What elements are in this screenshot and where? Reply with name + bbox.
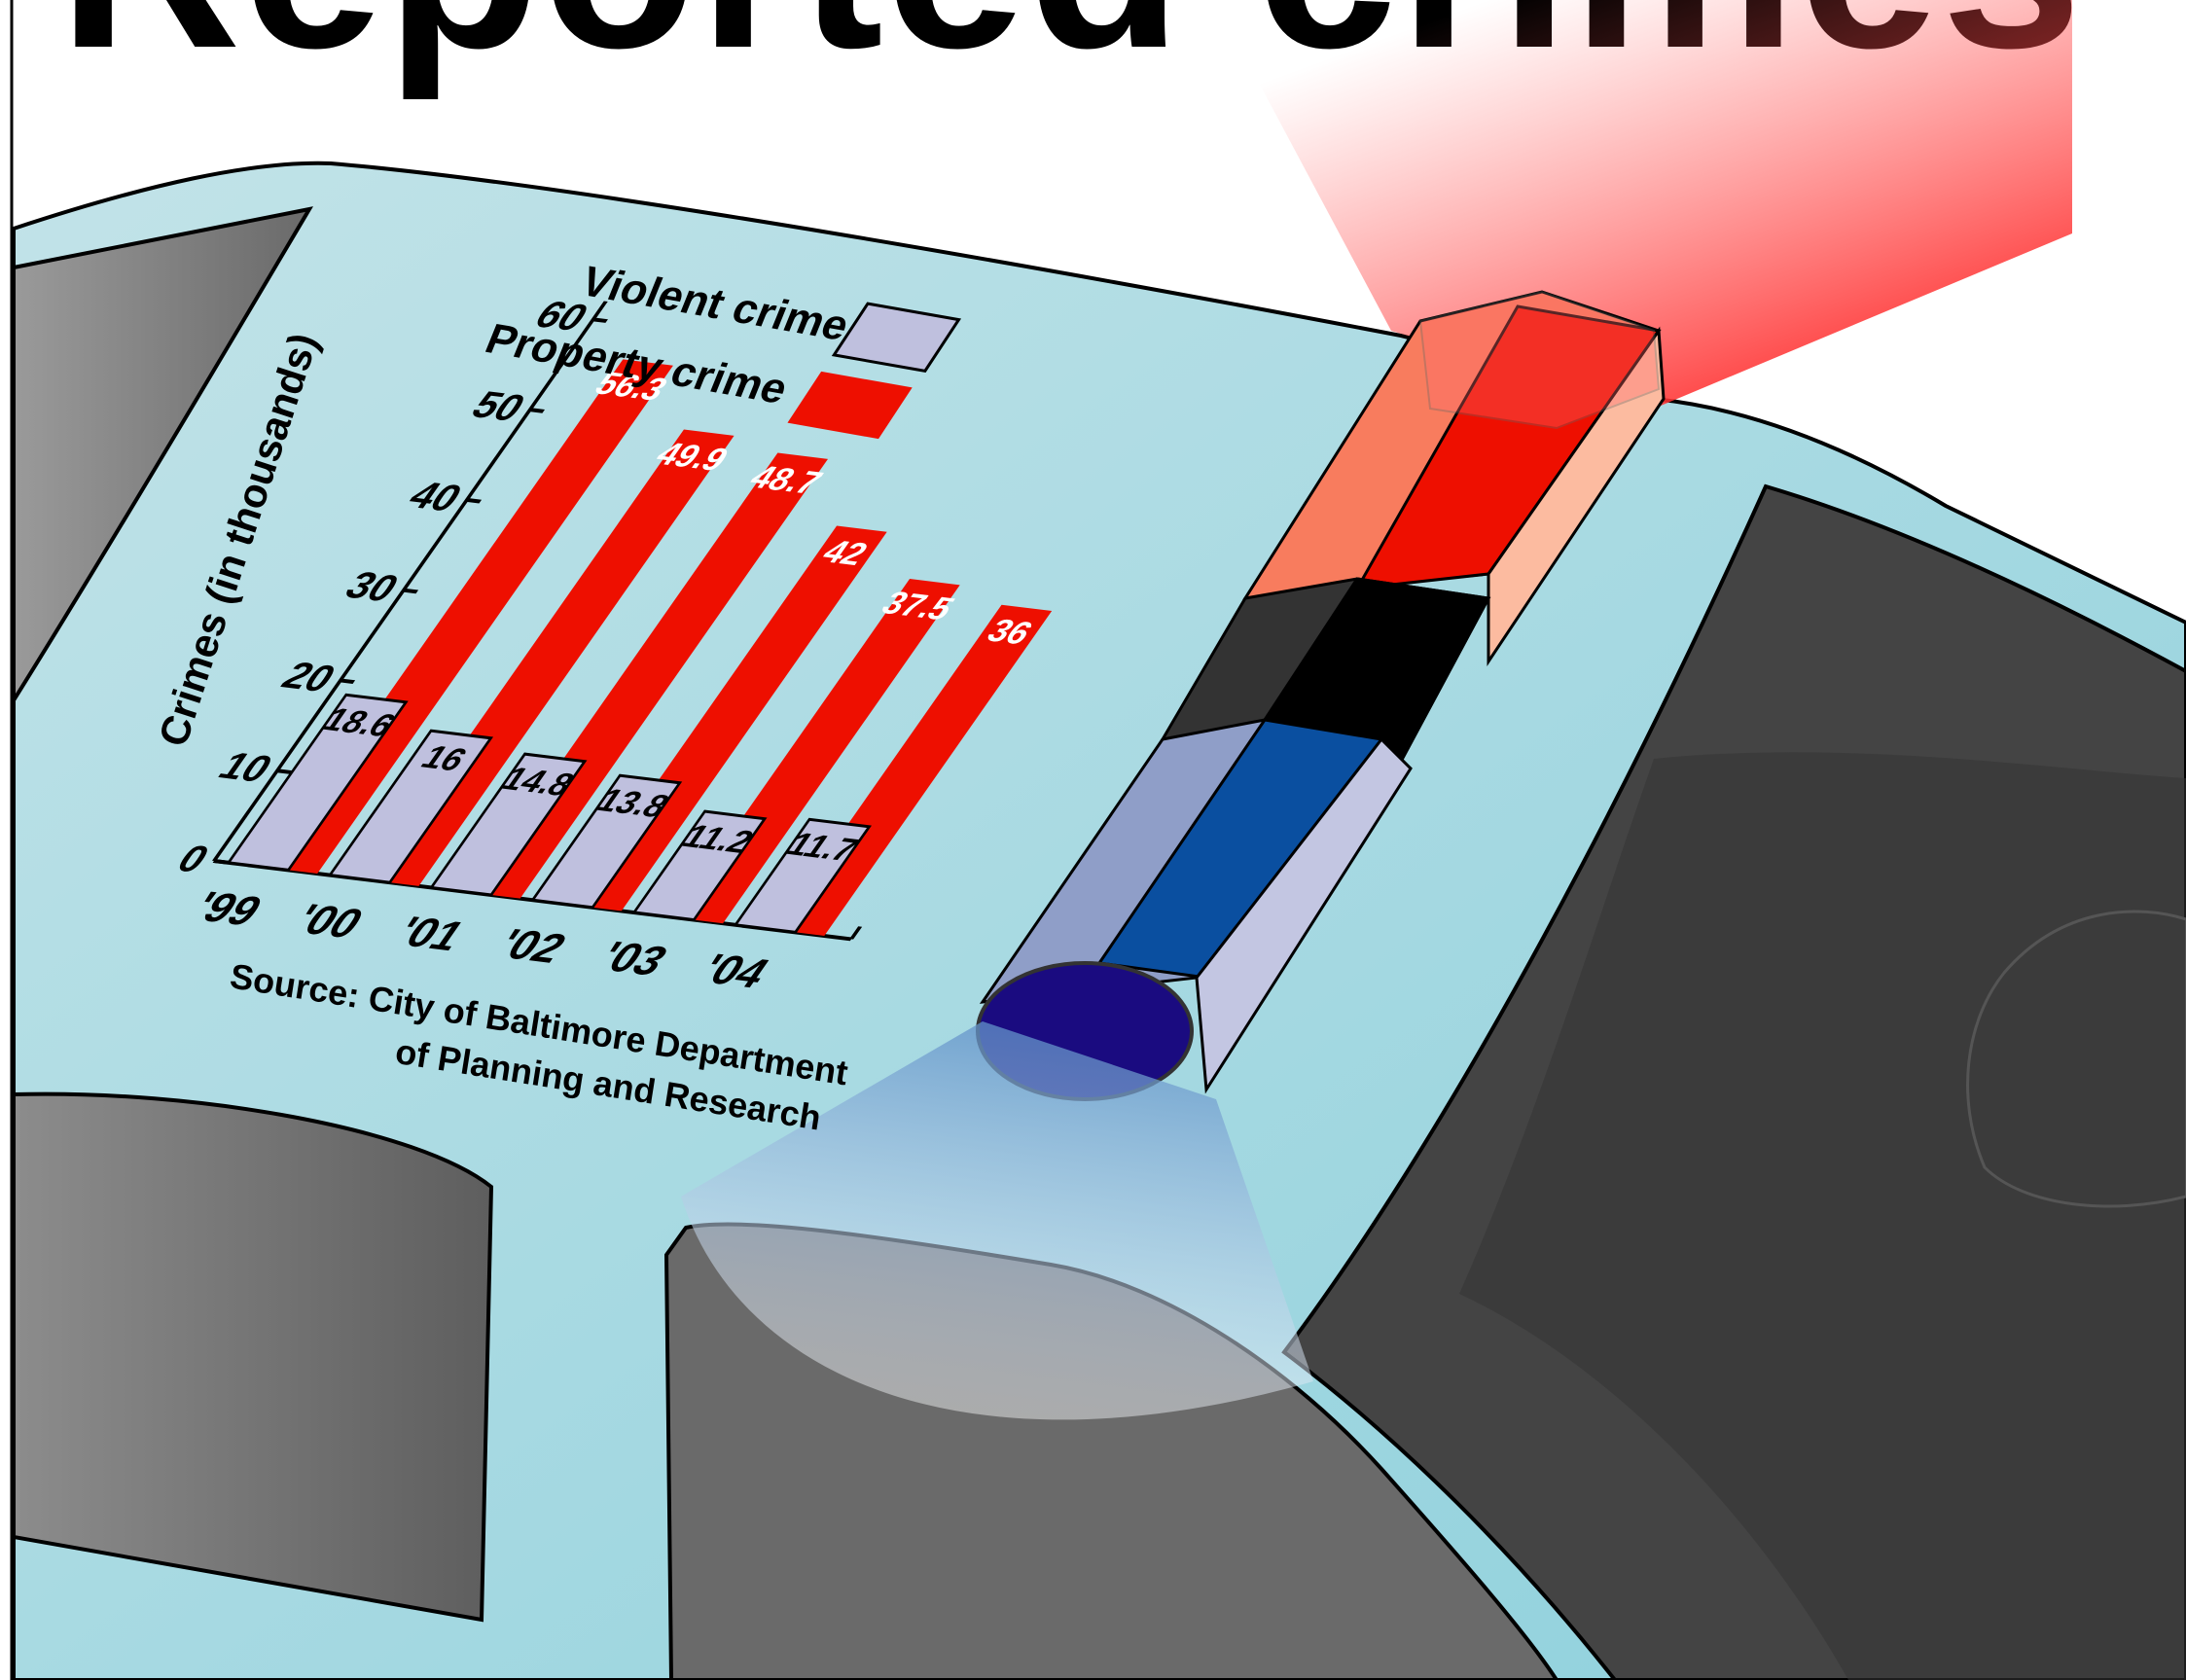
y-tick-mark bbox=[212, 859, 230, 865]
bar-violent-crime bbox=[631, 809, 768, 922]
legend-swatch-violent bbox=[831, 302, 962, 374]
light-bar bbox=[976, 290, 1666, 1101]
legend-swatch-property bbox=[787, 371, 913, 440]
windshield-headrest bbox=[1966, 910, 2186, 1208]
bar-violent-crime bbox=[733, 817, 872, 934]
blue-light-beam bbox=[681, 1021, 1313, 1420]
y-tick-mark bbox=[339, 678, 356, 685]
y-tick-mark bbox=[465, 498, 483, 504]
bar-violent-crime bbox=[327, 729, 494, 884]
y-tick-mark bbox=[591, 317, 608, 323]
bar-violent-crime bbox=[428, 752, 588, 897]
bar-violent-crime bbox=[226, 693, 409, 872]
windshield-seat-shape bbox=[1459, 752, 2186, 1680]
y-tick-mark bbox=[402, 588, 419, 594]
bar-violent-crime bbox=[530, 773, 683, 910]
y-tick-mark bbox=[275, 769, 293, 774]
window-upper-left bbox=[12, 206, 313, 707]
y-axis-line bbox=[212, 301, 608, 862]
window-lower-left bbox=[12, 1091, 494, 1623]
y-tick-mark bbox=[528, 408, 546, 413]
red-light-beam bbox=[1236, 0, 2072, 409]
x-axis-end-tick bbox=[849, 926, 863, 940]
